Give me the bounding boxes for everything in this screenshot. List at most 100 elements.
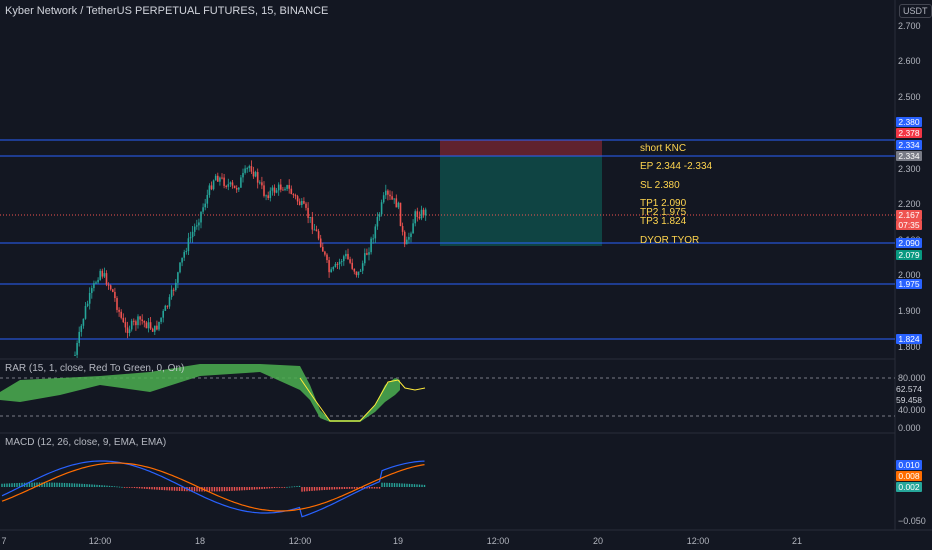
- histogram-bar: [216, 487, 218, 492]
- note-tp3[interactable]: TP3 1.824: [640, 216, 687, 227]
- rar-line: [299, 377, 426, 422]
- candle-body: [298, 201, 301, 205]
- candle-body: [410, 233, 412, 237]
- candle-body: [370, 238, 372, 253]
- candle-body: [374, 226, 377, 239]
- candle-body: [74, 354, 76, 356]
- histogram-bar: [321, 487, 323, 491]
- histogram-bar: [256, 487, 258, 490]
- candle-body: [294, 195, 297, 197]
- candle-body: [147, 322, 150, 329]
- histogram-bar: [258, 487, 261, 490]
- rar-tick: 0.000: [898, 423, 921, 433]
- histogram-bar: [51, 482, 53, 487]
- candle-body: [95, 282, 97, 284]
- candle-body: [309, 217, 311, 219]
- take-profit-zone[interactable]: [440, 156, 602, 246]
- note-stop-loss[interactable]: SL 2.380: [640, 180, 680, 191]
- histogram-bar: [338, 487, 341, 490]
- histogram-bar: [398, 483, 401, 487]
- candle-body: [403, 231, 406, 245]
- histogram-bar: [236, 487, 238, 491]
- candle-body: [162, 310, 164, 318]
- note-entry[interactable]: EP 2.344 -2.334: [640, 161, 713, 172]
- histogram-bar: [188, 487, 191, 492]
- histogram-bar: [73, 483, 76, 487]
- histogram-bar: [6, 483, 8, 487]
- histogram-bar: [368, 487, 371, 489]
- candle-body: [338, 261, 341, 265]
- histogram-bar: [178, 487, 181, 491]
- candle-body: [263, 185, 265, 196]
- candle-body: [97, 279, 99, 283]
- candle-body: [256, 172, 259, 183]
- price-tick: 2.300: [898, 164, 921, 174]
- histogram-bar: [111, 486, 113, 487]
- candle-body: [196, 225, 198, 227]
- candle-body: [284, 188, 286, 190]
- candle-body: [359, 270, 362, 272]
- candle-body: [290, 188, 293, 195]
- histogram-bar: [108, 485, 111, 487]
- candle-body: [181, 257, 183, 263]
- candle-body: [122, 317, 125, 323]
- histogram-bar: [251, 487, 253, 490]
- histogram-bar: [46, 482, 48, 487]
- price-tag-1824: 1.824: [896, 334, 922, 344]
- histogram-bar: [61, 482, 63, 487]
- time-tick: 20: [592, 536, 604, 546]
- histogram-bar: [373, 487, 376, 489]
- note-tp1[interactable]: TP1 2.090: [640, 198, 687, 209]
- histogram-bar: [121, 486, 123, 488]
- histogram-bar: [136, 487, 138, 489]
- candle-body: [265, 195, 267, 197]
- candle-body: [355, 271, 358, 276]
- histogram-bar: [168, 487, 171, 491]
- histogram-bar: [31, 482, 33, 487]
- candle-body: [326, 254, 328, 261]
- histogram-bar: [403, 483, 406, 487]
- symbol-title[interactable]: Kyber Network / TetherUS PERPETUAL FUTUR…: [5, 5, 329, 17]
- histogram-bar: [346, 487, 348, 489]
- histogram-bar: [43, 482, 46, 487]
- candle-body: [340, 261, 343, 263]
- candle-body: [288, 185, 290, 189]
- candle-body: [364, 253, 366, 264]
- candle-body: [109, 285, 112, 290]
- candle-body: [78, 331, 80, 343]
- note-tp2[interactable]: TP2 1.975: [640, 207, 687, 218]
- candle-body: [88, 292, 91, 304]
- histogram-bar: [161, 487, 163, 491]
- histogram-bar: [28, 482, 31, 487]
- candle-body: [206, 194, 209, 204]
- stop-loss-zone[interactable]: [440, 140, 602, 156]
- histogram-bar: [391, 482, 393, 487]
- candle-body: [187, 238, 190, 252]
- candle-body: [240, 177, 242, 188]
- histogram-bar: [371, 487, 373, 489]
- candle-body: [315, 229, 318, 232]
- note-short[interactable]: short KNC: [640, 143, 687, 154]
- candle-body: [93, 283, 95, 289]
- histogram-bar: [63, 482, 66, 487]
- histogram-bar: [266, 487, 268, 489]
- histogram-bar: [33, 482, 36, 487]
- histogram-bar: [41, 482, 43, 487]
- histogram-bar: [313, 487, 316, 491]
- candle-body: [347, 253, 349, 260]
- histogram-bar: [128, 487, 131, 488]
- macd-indicator-label[interactable]: MACD (12, 26, close, 9, EMA, EMA): [5, 437, 167, 448]
- candle-body: [116, 298, 118, 310]
- currency-selector[interactable]: USDT: [899, 4, 932, 18]
- candle-body: [133, 320, 135, 322]
- rar-indicator-label[interactable]: RAR (15, 1, close, Red To Green, 0, On): [5, 363, 185, 374]
- candle-body: [254, 172, 257, 177]
- candle-body: [105, 273, 108, 285]
- note-dyor[interactable]: DYOR TYOR: [640, 235, 700, 246]
- candle-body: [208, 185, 211, 195]
- candle-body: [286, 185, 288, 189]
- histogram-bar: [231, 487, 233, 491]
- candle-body: [238, 187, 240, 190]
- histogram-bar: [318, 487, 321, 491]
